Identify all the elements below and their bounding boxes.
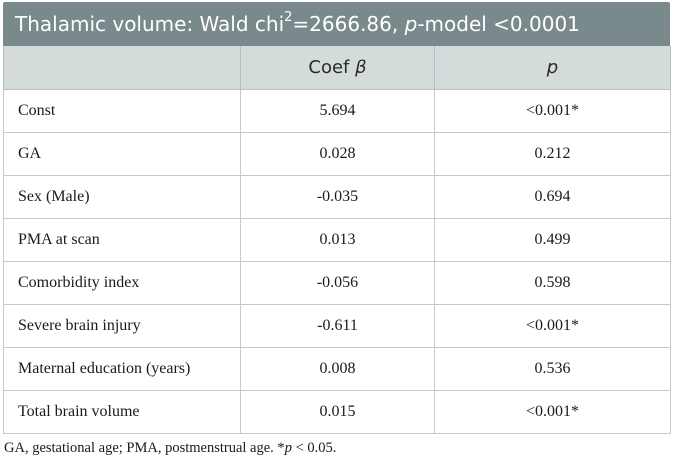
header-coef-text: Coef bbox=[308, 57, 356, 78]
cell-p-value: <0.001* bbox=[434, 304, 671, 348]
cell-coef: 0.015 bbox=[240, 390, 435, 434]
header-p: p bbox=[434, 46, 671, 90]
title-p-symbol: p bbox=[404, 12, 418, 36]
header-variable bbox=[3, 46, 241, 90]
cell-coef: -0.035 bbox=[240, 175, 435, 219]
cell-variable: GA bbox=[3, 132, 241, 176]
cell-coef: 0.013 bbox=[240, 218, 435, 262]
title-prefix: Thalamic volume: Wald chi bbox=[15, 12, 285, 36]
cell-variable: Comorbidity index bbox=[3, 261, 241, 305]
table-row: GA 0.028 0.212 bbox=[3, 132, 671, 176]
cell-variable: Total brain volume bbox=[3, 390, 241, 434]
cell-variable: Maternal education (years) bbox=[3, 347, 241, 391]
header-row: Coef β p bbox=[3, 46, 671, 90]
title-superscript: 2 bbox=[284, 10, 293, 26]
cell-p-value: 0.536 bbox=[434, 347, 671, 391]
table-row: Comorbidity index -0.056 0.598 bbox=[3, 261, 671, 305]
table-body: Const 5.694 <0.001* GA 0.028 0.212 Sex (Male) -… bbox=[3, 89, 671, 434]
title-suffix: -model <0.0001 bbox=[417, 12, 580, 36]
cell-coef: -0.611 bbox=[240, 304, 435, 348]
cell-p-value: 0.598 bbox=[434, 261, 671, 305]
title-mid: =2666.86, bbox=[292, 12, 405, 36]
regression-table: Coef β p Const 5.694 <0.001* GA 0.028 0.212 Se… bbox=[3, 46, 671, 434]
cell-p-value: 0.212 bbox=[434, 132, 671, 176]
header-coef: Coef β bbox=[240, 46, 435, 90]
cell-coef: 0.008 bbox=[240, 347, 435, 391]
cell-variable: Sex (Male) bbox=[3, 175, 241, 219]
table-row: Sex (Male) -0.035 0.694 bbox=[3, 175, 671, 219]
cell-variable: Const bbox=[3, 89, 241, 133]
cell-coef: 5.694 bbox=[240, 89, 435, 133]
footnote-p-symbol: p bbox=[284, 440, 292, 456]
table-row: Total brain volume 0.015 <0.001* bbox=[3, 390, 671, 434]
cell-p-value: <0.001* bbox=[434, 89, 671, 133]
cell-coef: 0.028 bbox=[240, 132, 435, 176]
table-row: Severe brain injury -0.611 <0.001* bbox=[3, 304, 671, 348]
footnote-suffix: < 0.05. bbox=[291, 440, 337, 456]
table-title: Thalamic volume: Wald chi2=2666.86, p-mo… bbox=[3, 2, 670, 46]
table-header: Coef β p bbox=[3, 46, 671, 90]
header-coef-beta: β bbox=[355, 57, 367, 78]
table-footnote: GA, gestational age; PMA, postmenstrual … bbox=[4, 440, 336, 457]
regression-table-container: Thalamic volume: Wald chi2=2666.86, p-mo… bbox=[3, 2, 671, 434]
cell-coef: -0.056 bbox=[240, 261, 435, 305]
cell-variable: PMA at scan bbox=[3, 218, 241, 262]
cell-p-value: 0.694 bbox=[434, 175, 671, 219]
table-row: PMA at scan 0.013 0.499 bbox=[3, 218, 671, 262]
table-row: Const 5.694 <0.001* bbox=[3, 89, 671, 133]
cell-p-value: <0.001* bbox=[434, 390, 671, 434]
cell-variable: Severe brain injury bbox=[3, 304, 241, 348]
table-row: Maternal education (years) 0.008 0.536 bbox=[3, 347, 671, 391]
cell-p-value: 0.499 bbox=[434, 218, 671, 262]
footnote-text: GA, gestational age; PMA, postmenstrual … bbox=[4, 440, 285, 456]
